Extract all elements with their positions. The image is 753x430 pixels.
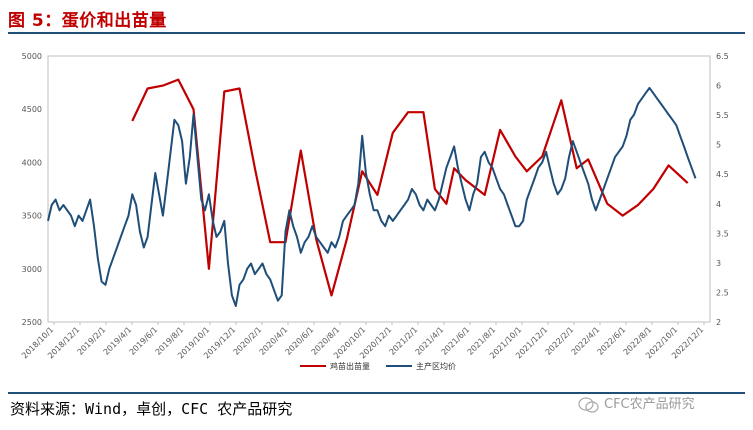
right-tick-label: 3.5	[716, 229, 729, 238]
watermark: CFC农产品研究	[578, 393, 695, 414]
bottom-rule	[8, 392, 745, 394]
left-tick-label: 3000	[22, 265, 42, 274]
right-tick-label: 5	[716, 141, 721, 150]
legend-label-egg-price: 主产区均价	[416, 361, 456, 371]
right-tick-label: 4	[716, 200, 721, 209]
left-tick-label: 4500	[22, 105, 42, 114]
right-tick-label: 6.5	[716, 52, 729, 61]
right-tick-label: 2	[716, 318, 721, 327]
series-line-egg-price	[47, 86, 697, 307]
right-tick-label: 6	[716, 82, 721, 91]
right-axis: 2 2.5 3 3.5 4 4.5 5 5.5 6 6.5	[716, 52, 729, 327]
source-note: 资料来源：Wind，卓创，CFC 农产品研究	[10, 400, 293, 418]
figure-title: 图 5：蛋价和出苗量	[8, 11, 167, 31]
x-axis: 2018/10/12018/12/12019/2/12019/4/12019/6…	[20, 322, 705, 360]
left-axis: 2500 3000 3500 4000 4500 5000	[22, 52, 42, 327]
plot-area	[47, 55, 711, 323]
chart: 2500 3000 3500 4000 4500 5000 2 2.5 3 3.5 4 4.5 5 5.…	[20, 52, 729, 371]
left-tick-label: 5000	[22, 52, 42, 61]
legend-label-chick-output: 鸡苗出苗量	[330, 361, 370, 371]
series-layer	[47, 78, 697, 307]
left-tick-label: 4000	[22, 158, 42, 167]
right-tick-label: 2.5	[716, 288, 729, 297]
right-tick-label: 5.5	[716, 111, 729, 120]
left-tick-label: 3500	[22, 212, 42, 221]
right-tick-label: 4.5	[716, 170, 729, 179]
right-tick-label: 3	[716, 259, 721, 268]
wechat-icon	[578, 396, 599, 413]
series-line-chick-output	[131, 78, 689, 297]
top-rule	[8, 32, 745, 34]
left-tick-label: 2500	[22, 318, 42, 327]
watermark-text: CFC农产品研究	[604, 397, 695, 412]
legend: 鸡苗出苗量 主产区均价	[300, 361, 456, 371]
